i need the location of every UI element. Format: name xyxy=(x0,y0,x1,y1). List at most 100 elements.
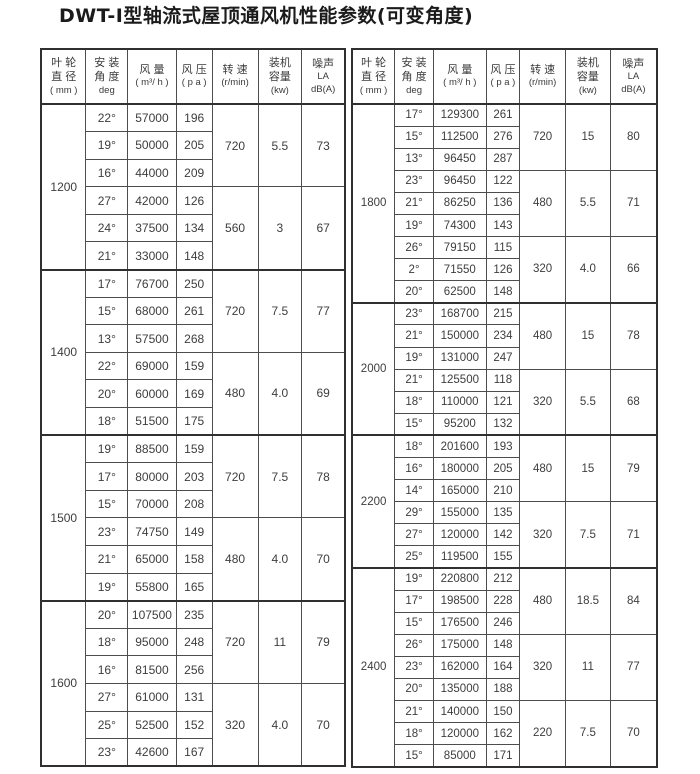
pressure-cell: 136 xyxy=(485,191,521,215)
col-header-3: 风 压( p a ) xyxy=(175,48,213,105)
col-header-line: 叶 轮 xyxy=(361,57,387,70)
pressure-cell: 162 xyxy=(485,722,521,746)
speed-cell: 720 xyxy=(211,434,259,519)
noise-cell: 73 xyxy=(301,103,346,188)
volume-cell: 69000 xyxy=(127,351,177,381)
speed-cell: 720 xyxy=(211,103,259,188)
diameter-cell: 2400 xyxy=(351,566,396,768)
col-header-line: 直 径 xyxy=(361,71,387,84)
pressure-cell: 212 xyxy=(485,566,521,591)
table-row: 15° 176500 246 xyxy=(352,611,657,635)
col-header-line: LA xyxy=(317,71,329,83)
volume-cell: 112500 xyxy=(432,125,487,149)
volume-cell: 86250 xyxy=(432,191,487,215)
angle-cell: 21° xyxy=(394,324,434,348)
angle-cell: 13° xyxy=(394,147,434,171)
volume-cell: 95200 xyxy=(432,412,487,436)
pressure-cell: 152 xyxy=(175,710,213,740)
table-header-right: 叶 轮直 径( mm ) 安 装角 度 deg 风 量( m³/ h ) 风 压( p … xyxy=(351,48,658,105)
noise-cell: 71 xyxy=(609,169,658,238)
angle-cell: 17° xyxy=(394,589,434,613)
table-row: 1600 20° 107500 235 720 11 79 xyxy=(40,599,346,767)
pressure-cell: 228 xyxy=(485,589,521,613)
pressure-cell: 261 xyxy=(485,102,521,127)
noise-cell: 66 xyxy=(609,236,658,304)
angle-cell: 15° xyxy=(394,744,434,768)
pressure-cell: 210 xyxy=(485,479,521,503)
volume-cell: 50000 xyxy=(127,131,177,160)
table-row: 13° 57500 268 xyxy=(41,324,345,353)
angle-cell: 23° xyxy=(394,169,434,193)
table-row: 18° 110000 121 xyxy=(352,390,657,414)
angle-cell: 17° xyxy=(394,102,434,127)
power-cell: 5.5 xyxy=(564,368,611,436)
col-header-line: 转 速 xyxy=(530,64,556,77)
angle-cell: 21° xyxy=(85,545,129,574)
volume-cell: 201600 xyxy=(432,434,487,459)
angle-cell: 26° xyxy=(394,633,434,657)
col-header-0: 叶 轮直 径( mm ) xyxy=(351,48,396,105)
pressure-cell: 246 xyxy=(485,611,521,635)
noise-cell: 80 xyxy=(609,102,658,171)
pressure-cell: 131 xyxy=(175,682,213,712)
noise-cell: 78 xyxy=(609,301,658,370)
power-cell: 7.5 xyxy=(564,700,611,768)
volume-cell: 52500 xyxy=(127,710,177,740)
table-row: 15° 95200 132 xyxy=(352,412,657,436)
volume-cell: 61000 xyxy=(127,682,177,712)
table-row: 23° 162000 164 xyxy=(352,655,657,679)
angle-cell: 27° xyxy=(394,523,434,547)
volume-cell: 80000 xyxy=(127,462,177,491)
table-row: 24° 37500 134 xyxy=(41,213,345,243)
pressure-cell: 188 xyxy=(485,677,521,702)
volume-cell: 110000 xyxy=(432,390,487,414)
volume-cell: 42600 xyxy=(127,738,177,767)
pressure-cell: 135 xyxy=(485,501,521,525)
pressure-cell: 209 xyxy=(175,158,213,188)
angle-cell: 19° xyxy=(85,434,129,464)
angle-cell: 23° xyxy=(85,517,129,546)
header-row: 叶 轮直 径( mm ) 安 装角 度 deg 风 量( m³/ h ) 风 压( p … xyxy=(351,48,658,105)
volume-cell: 180000 xyxy=(432,456,487,481)
pressure-cell: 169 xyxy=(175,379,213,409)
pressure-cell: 196 xyxy=(175,103,213,133)
col-header-line: 风 压 xyxy=(181,64,207,77)
pressure-cell: 261 xyxy=(175,296,213,326)
angle-cell: 25° xyxy=(394,545,434,569)
spec-table-left: 叶 轮直 径( mm ) 安 装角 度 deg 风 量( m³/ h ) 风 压( p … xyxy=(40,48,346,768)
angle-cell: 18° xyxy=(394,434,434,459)
table-row: 19° 50000 205 xyxy=(41,131,345,160)
pressure-cell: 268 xyxy=(175,324,213,353)
col-header-3: 风 压( p a ) xyxy=(485,48,521,105)
volume-cell: 60000 xyxy=(127,379,177,409)
volume-cell: 81500 xyxy=(127,655,177,684)
col-header-line: 噪声 xyxy=(312,58,335,70)
volume-cell: 65000 xyxy=(127,545,177,574)
pressure-cell: 126 xyxy=(485,258,521,282)
speed-cell: 480 xyxy=(519,566,566,635)
angle-cell: 18° xyxy=(394,722,434,746)
volume-cell: 220800 xyxy=(432,566,487,591)
pressure-cell: 205 xyxy=(175,131,213,160)
pressure-cell: 118 xyxy=(485,368,521,392)
table-row: 19° 131000 247 xyxy=(352,346,657,370)
noise-cell: 67 xyxy=(301,186,346,271)
power-cell: 5.5 xyxy=(564,169,611,238)
speed-cell: 720 xyxy=(211,599,259,684)
pressure-cell: 235 xyxy=(175,599,213,629)
angle-cell: 15° xyxy=(85,489,129,519)
col-header-line: ( m³/ h ) xyxy=(443,77,477,89)
diameter-cell: 1500 xyxy=(40,434,87,602)
col-header-line: ( mm ) xyxy=(359,84,388,96)
power-cell: 4.0 xyxy=(257,351,303,436)
noise-cell: 70 xyxy=(301,517,346,602)
pressure-cell: 132 xyxy=(485,412,521,436)
volume-cell: 135000 xyxy=(432,677,487,702)
diameter-cell: 1400 xyxy=(40,268,87,436)
table-row: 17° 80000 203 xyxy=(41,462,345,491)
volume-cell: 33000 xyxy=(127,241,177,271)
volume-cell: 79150 xyxy=(432,236,487,260)
angle-cell: 21° xyxy=(394,368,434,392)
table-row: 21° 140000 150 220 7.5 70 xyxy=(352,700,658,768)
noise-cell: 71 xyxy=(609,501,658,569)
